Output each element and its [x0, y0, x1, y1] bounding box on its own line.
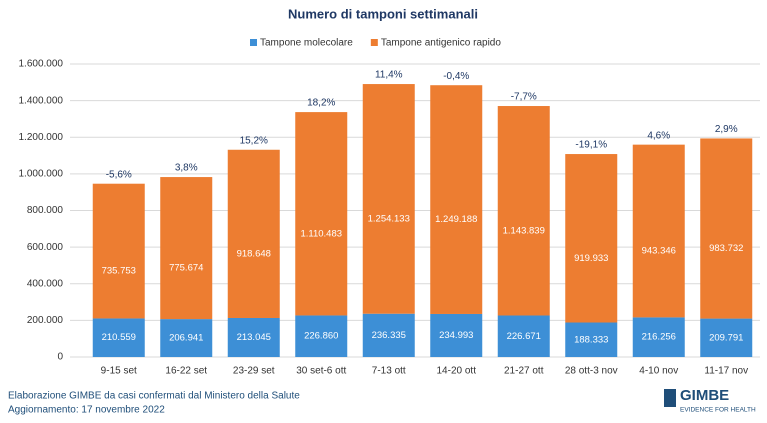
bar-segment [295, 315, 348, 357]
bar-segment [565, 322, 618, 357]
value-label: 226.860 [304, 331, 338, 342]
legend-label: Tampone antigenico rapido [381, 38, 502, 49]
y-tick-label: 800.000 [27, 205, 64, 216]
value-label: 226.671 [507, 331, 541, 342]
legend-label: Tampone molecolare [260, 38, 353, 49]
bar-segment [295, 112, 348, 316]
y-tick-label: 200.000 [27, 315, 64, 326]
value-label: 919.933 [574, 253, 608, 264]
value-label: 775.674 [169, 263, 203, 274]
value-label: 234.993 [439, 330, 473, 341]
value-label: 918.648 [237, 248, 271, 259]
source-note: Aggiornamento: 17 novembre 2022 [8, 405, 165, 416]
bar-segment [92, 318, 145, 357]
logo-icon [664, 389, 676, 407]
x-tick-label: 30 set-6 ott [296, 366, 346, 377]
y-tick-label: 1.600.000 [19, 59, 64, 70]
bar-segment [362, 313, 415, 357]
change-label: -0,4% [443, 71, 469, 82]
value-label: 1.143.839 [503, 225, 545, 236]
change-label: -19,1% [575, 140, 607, 151]
legend-swatch [250, 39, 257, 46]
source-note: Elaborazione GIMBE da casi confermati da… [8, 391, 300, 402]
bar-segment [632, 317, 685, 357]
x-tick-label: 4-10 nov [639, 366, 678, 377]
x-tick-label: 14-20 ott [437, 366, 477, 377]
change-label: 15,2% [240, 135, 268, 146]
value-label: 216.256 [642, 332, 676, 343]
x-tick-label: 16-22 set [165, 366, 207, 377]
value-label: 983.732 [709, 243, 743, 254]
x-tick-label: 21-27 ott [504, 366, 544, 377]
bar-segment [362, 84, 415, 314]
y-tick-label: 600.000 [27, 242, 64, 253]
x-tick-label: 11-17 nov [704, 366, 748, 377]
y-tick-label: 1.400.000 [19, 95, 64, 106]
change-label: 11,4% [375, 70, 403, 81]
y-tick-label: 1.000.000 [19, 169, 64, 180]
bar-segment [497, 315, 550, 357]
bar-segment [700, 138, 753, 319]
value-label: 236.335 [372, 330, 406, 341]
bar-segment [700, 318, 753, 357]
value-label: 735.753 [102, 266, 136, 277]
change-label: 4,6% [647, 130, 670, 141]
x-tick-label: 9-15 set [101, 366, 137, 377]
change-label: -5,6% [106, 169, 132, 180]
value-label: 213.045 [237, 332, 271, 343]
x-tick-label: 23-29 set [233, 366, 275, 377]
x-tick-label: 28 ott-3 nov [565, 366, 618, 377]
legend-swatch [370, 39, 378, 46]
bar-segment [632, 144, 685, 318]
value-label: 209.791 [709, 332, 743, 343]
bar-segment [497, 106, 550, 316]
value-label: 206.941 [169, 333, 203, 344]
bar-segment [160, 319, 213, 357]
bar-segment [565, 154, 618, 323]
change-label: 3,8% [175, 163, 198, 174]
chart-title: Numero di tamponi settimanali [288, 6, 478, 21]
bar-segment [430, 85, 483, 314]
bar-segment [92, 183, 145, 319]
value-label: 1.110.483 [300, 228, 342, 239]
value-label: 1.254.133 [368, 213, 410, 224]
y-tick-label: 0 [57, 352, 63, 363]
bar-segment [430, 313, 483, 357]
logo-tagline: EVIDENCE FOR HEALTH [680, 407, 756, 414]
x-tick-label: 7-13 ott [372, 366, 406, 377]
bar-segment [227, 149, 280, 318]
change-label: 18,2% [307, 98, 335, 109]
value-label: 210.559 [102, 332, 136, 343]
change-label: -7,7% [511, 92, 537, 103]
logo: GIMBE [680, 387, 729, 404]
change-label: 2,9% [715, 124, 738, 135]
value-label: 188.333 [574, 334, 608, 345]
bar-segment [227, 317, 280, 357]
y-tick-label: 1.200.000 [19, 132, 64, 143]
value-label: 943.346 [642, 246, 676, 257]
y-tick-label: 400.000 [27, 278, 64, 289]
bar-segment [160, 177, 213, 320]
value-label: 1.249.188 [435, 214, 477, 225]
